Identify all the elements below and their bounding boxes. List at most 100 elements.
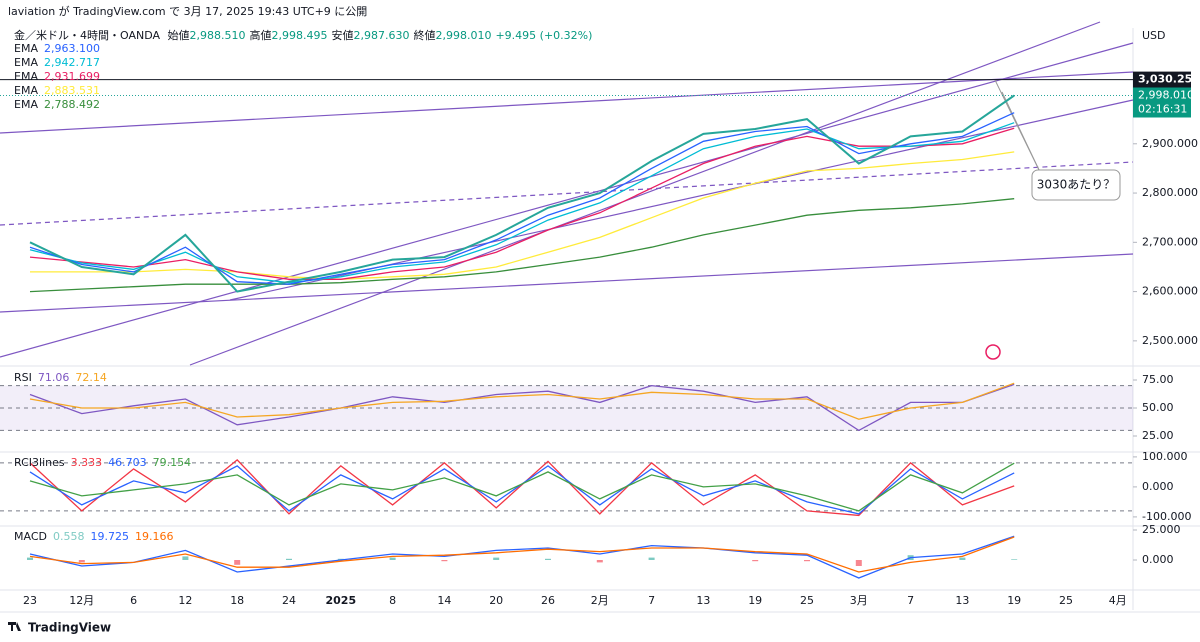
annotation-box [1031,169,1121,201]
x-tick-label: 18 [230,594,244,607]
series-line [29,383,1015,432]
logo [8,622,21,631]
histogram-bar [286,558,292,560]
callout-line [1001,91,1041,173]
x-tick-label: 25 [800,594,814,607]
histogram-bar [182,556,189,560]
series-line [29,382,1015,420]
x-tick-label: 19 [1007,594,1021,607]
y-tick-label: 0.000 [1142,480,1174,493]
ohlc-label: 高値 [250,28,272,42]
legend-name: EMA [14,98,38,111]
y-tick-label: 100.000 [1142,450,1188,463]
y-tick-label: 2,600.000 [1142,285,1198,298]
indicator-title: MACD [14,530,47,543]
series-line [29,127,1015,280]
legend-entry: EMA 2,963.100 [14,42,100,55]
marker-box [1133,71,1191,88]
alert-icon[interactable] [985,344,1001,360]
histogram-bar [389,557,396,560]
x-tick-label: 25 [1059,594,1073,607]
series-line [29,462,1015,512]
ohlc-label: 始値 [168,28,190,42]
legend-name: EMA [14,84,38,97]
annotation: 3030あたり？ [1037,178,1116,192]
x-tick-label: 3月 [850,594,868,607]
marker-label: 3,030.259 [1138,73,1200,86]
legend-value: 2,883.531 [44,84,100,97]
x-tick-label: 24 [282,594,296,607]
histogram-bar [78,560,85,563]
series-line [29,122,1015,284]
x-tick-label: 7 [907,594,914,607]
histogram-bar [545,558,551,560]
ohlc-label: 終値 [413,28,435,42]
published-line: laviation が TradingView.com で 3月 17, 202… [8,4,367,18]
x-tick-label: 23 [23,594,37,607]
histogram-bar [855,560,862,566]
series-line [29,94,1015,293]
indicator-title: RCI3lines [14,456,65,469]
legend-value: 2,788.492 [44,98,100,111]
y-tick-label: 75.00 [1142,373,1174,386]
indicator-legend: MACD 0.558 19.725 19.166 [14,530,173,543]
legend-name: EMA [14,70,38,83]
series-line [29,112,1015,285]
indicator-value: 71.06 [38,371,70,384]
ohlc-label: 安値 [332,28,354,42]
legend-entry: EMA 2,942.717 [14,56,100,69]
trend-line [0,42,1134,358]
x-tick-label: 13 [955,594,969,607]
legend-name: EMA [14,42,38,55]
indicator-value: 79.154 [153,456,192,469]
histogram-bar [1011,559,1018,560]
ohlc-value: 2,998.010 [435,29,491,42]
histogram-bar [648,557,655,560]
series-line [29,536,1015,573]
last-box [1133,87,1191,118]
last-label: 2,998.010 [1138,88,1194,101]
series-line [30,151,1015,280]
series-line [29,535,1015,579]
histogram-bar [804,560,810,562]
ohlc-value: 2,988.510 [190,29,246,42]
indicator-title: RSI [14,371,32,384]
x-tick-label: 12 [178,594,192,607]
trend-line [0,71,1134,134]
indicator-value: 19.166 [135,530,174,543]
y-tick-label: 2,700.000 [1142,235,1198,248]
change: +9.495 (+0.32%) [495,29,592,42]
x-tick-label: 12月 [69,594,94,607]
indicator-legend: RCI3lines 3.333 46.703 79.154 [14,456,191,469]
series-line [29,198,1015,293]
legend-value: 2,942.717 [44,56,100,69]
indicator-value: 72.14 [75,371,107,384]
countdown: 02:16:31 [1138,102,1187,115]
y-tick-label: 50.00 [1142,401,1174,414]
histogram-bar [441,560,448,562]
histogram-bar [596,560,603,563]
legend-entry: EMA 2,883.531 [14,84,100,97]
histogram-bar [234,560,241,565]
legend-entry: EMA 2,931.699 [14,70,100,83]
footer-brand: TradingView [28,621,111,635]
ohlc-value: 2,987.630 [354,29,410,42]
histogram-bar [27,557,33,560]
symbol: 金／米ドル・4時間・OANDA [14,28,160,42]
y-tick-label: 2,800.000 [1142,186,1198,199]
x-tick-label: 14 [437,594,451,607]
legend-value: 2,963.100 [44,42,100,55]
indicator-value: 3.333 [71,456,103,469]
x-tick-label: 4月 [1109,594,1127,607]
histogram-bar [493,557,500,560]
x-tick-label: 8 [389,594,396,607]
indicator-value: 46.703 [108,456,147,469]
y-tick-label: 2,900.000 [1142,137,1198,150]
ohlc-value: 2,998.495 [272,29,328,42]
x-tick-label: 7 [648,594,655,607]
trend-line [0,253,1134,313]
x-tick-label: 19 [748,594,762,607]
indicator-legend: RSI 71.06 72.14 [14,371,107,384]
